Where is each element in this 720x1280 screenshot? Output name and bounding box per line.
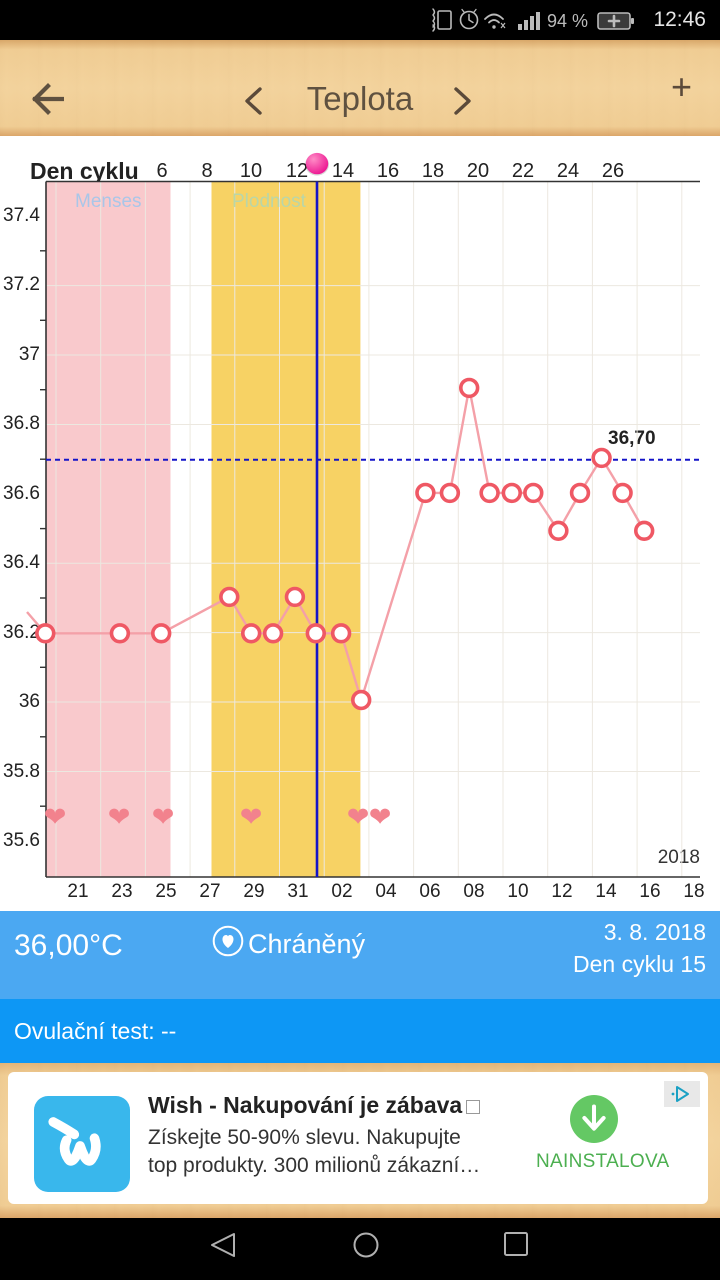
svg-text:❤: ❤	[369, 802, 392, 832]
svg-text:❤: ❤	[152, 802, 175, 832]
svg-text:94 %: 94 %	[547, 11, 588, 31]
svg-text:❤: ❤	[44, 802, 67, 832]
svg-text:❤: ❤	[108, 802, 131, 832]
svg-text:❤: ❤	[240, 802, 263, 832]
svg-text:❤: ❤	[347, 802, 370, 832]
